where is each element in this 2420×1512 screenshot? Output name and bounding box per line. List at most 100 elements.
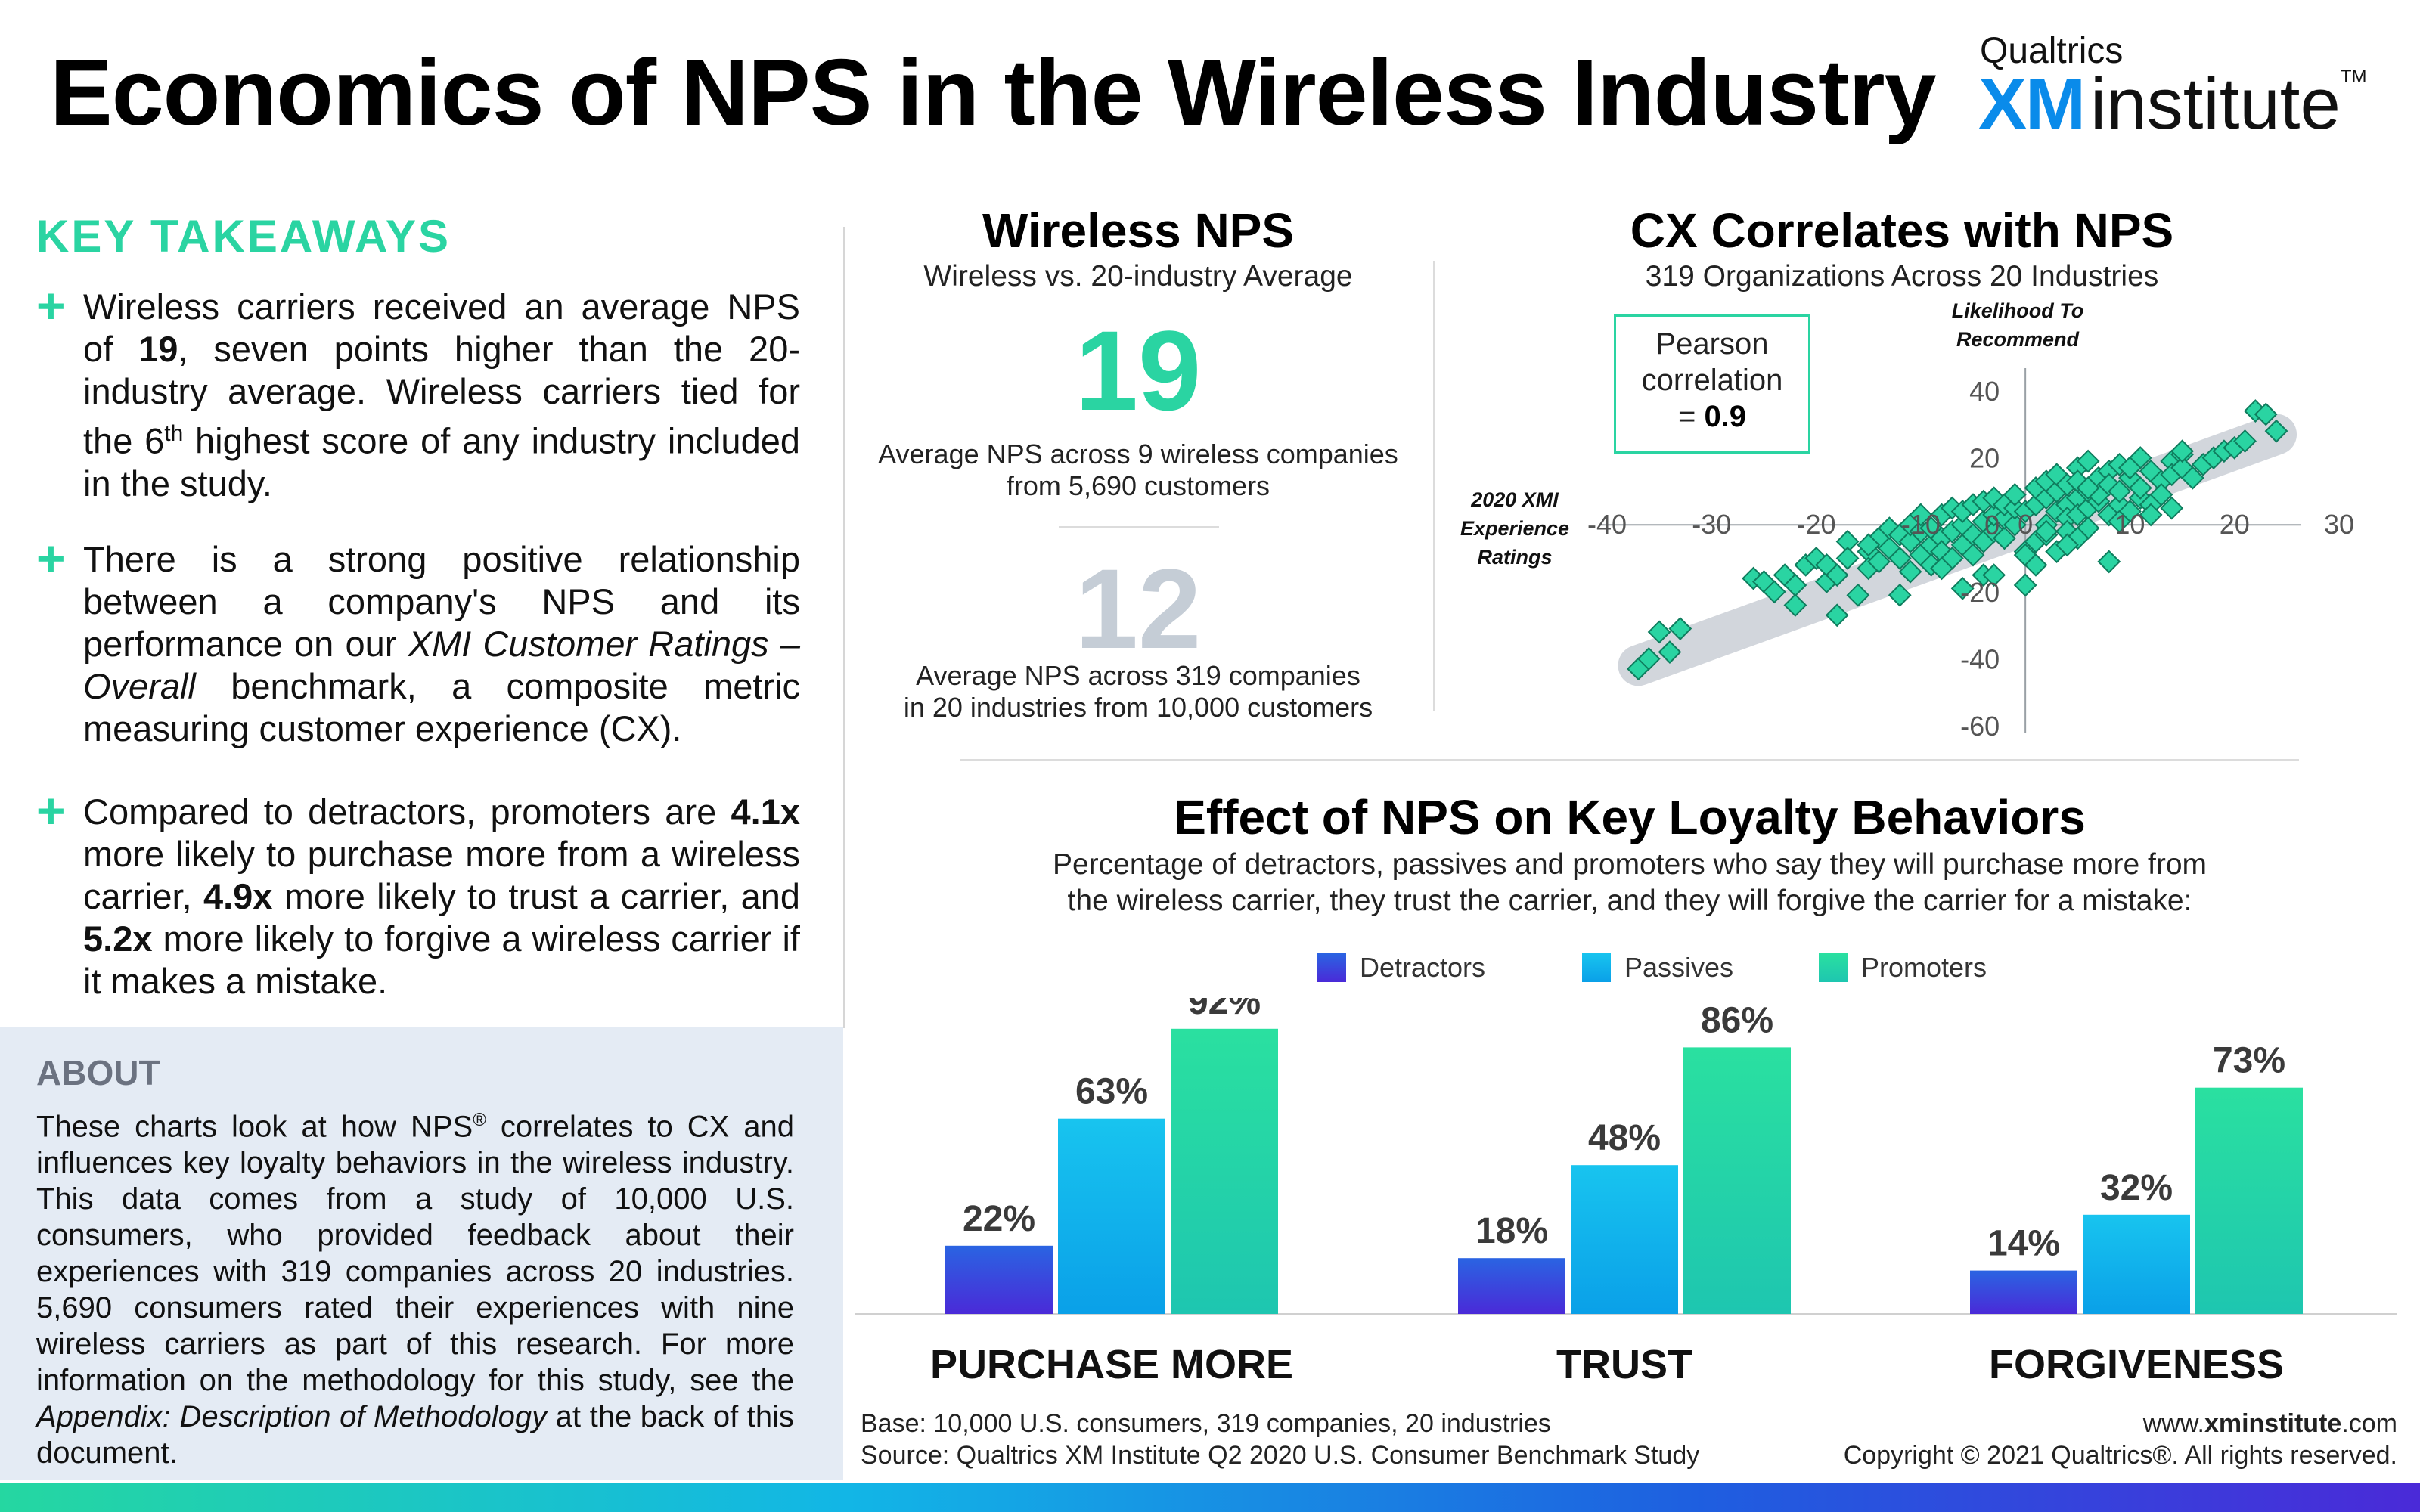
bar-detractors	[1458, 1258, 1565, 1314]
scatter-point	[1783, 593, 1807, 617]
scatter-point	[1888, 583, 1912, 607]
loyalty-bar-chart: 22% 63% 92% PURCHASE MORE 18% 48% 86% TRUST 14% 3…	[855, 998, 2397, 1387]
bar-promoters	[1683, 1047, 1791, 1314]
bar-value-label: 86%	[1701, 1000, 1773, 1040]
logo-xm-text: XM	[1978, 64, 2086, 144]
scatter-point	[1846, 583, 1870, 607]
takeaway-3-text: Compared to detractors, promoters are 4.…	[83, 792, 800, 1001]
divider-vertical-middle	[1433, 261, 1435, 711]
scatter-point	[2170, 439, 2194, 463]
bar-passives	[2083, 1214, 2190, 1314]
about-panel	[0, 1027, 843, 1480]
scatter-point	[1783, 573, 1807, 597]
footer-copyright: Copyright © 2021 Qualtrics®. All rights …	[1843, 1441, 2397, 1470]
x-tick-label: 30	[2324, 509, 2354, 540]
category-label: FORGIVENESS	[1989, 1342, 2284, 1387]
scatter-point	[1857, 533, 1881, 557]
scatter-point	[2128, 476, 2152, 500]
scatter-point	[1637, 646, 1661, 671]
scatter-point	[1950, 576, 1975, 600]
scatter-point	[2160, 496, 2184, 520]
x-tick-label: -40	[1587, 509, 1627, 540]
y-tick-label: -20	[1960, 577, 2000, 608]
x-tick-label: -20	[1797, 509, 1836, 540]
scatter-point	[2180, 466, 2204, 490]
takeaway-3: + Compared to detractors, promoters are …	[36, 782, 800, 1002]
footer-website[interactable]: www.xminstitute.com	[2142, 1409, 2397, 1438]
y-tick-label: 0	[1984, 510, 2000, 541]
y-axis-label: Recommend	[1956, 328, 2080, 351]
bar-passives	[1571, 1165, 1678, 1314]
footer-source: Source: Qualtrics XM Institute Q2 2020 U…	[861, 1441, 1700, 1470]
scatter-point	[1825, 563, 1849, 587]
loyalty-title: Effect of NPS on Key Loyalty Behaviors	[1174, 790, 2086, 844]
x-axis-label: Experience	[1460, 517, 1569, 540]
bar-value-label: 73%	[2213, 1041, 2285, 1081]
scatter-point	[2076, 476, 2100, 500]
scatter-point	[2108, 510, 2132, 534]
scatter-point	[1825, 603, 1849, 627]
y-tick-label: 20	[1969, 443, 2000, 474]
bar-value-label: 22%	[963, 1199, 1035, 1239]
scatter-point	[1835, 547, 1860, 570]
logo-tm-text: TM	[2340, 67, 2367, 87]
pearson-correlation-box: Pearson correlation = 0.9	[1614, 314, 1810, 454]
takeaway-2: + There is a strong positive relationshi…	[36, 530, 800, 750]
scatter-point	[2264, 419, 2288, 443]
divider-horizontal	[960, 759, 2299, 761]
y-tick-label: -60	[1960, 711, 2000, 742]
scatter-point	[2097, 472, 2121, 497]
y-axis-label: Likelihood To	[1952, 299, 2084, 322]
scatter-point	[1888, 547, 1912, 570]
wireless-nps-caption: Average NPS across 9 wireless companies f…	[878, 438, 1398, 501]
scatter-point	[2055, 533, 2079, 557]
bar-value-label: 14%	[1987, 1224, 2060, 1264]
plus-icon: +	[36, 782, 66, 838]
bar-promoters	[2195, 1087, 2303, 1314]
takeaway-1-text: Wireless carriers received an average NP…	[83, 287, 800, 503]
scatter-point	[1898, 559, 1922, 584]
xm-institute-logo: XMinstituteTM	[1978, 68, 2367, 141]
scatter-point	[1982, 563, 2006, 587]
scatter-point	[1647, 620, 1671, 644]
scatter-point	[2097, 550, 2121, 574]
scatter-point	[1668, 617, 1692, 640]
cx-scatter-chart: -40 -30 -20 -10 0 10 20 30 -60 -40 -20 0 20 40 2020 XM…	[1460, 299, 2354, 742]
x-axis-label: Ratings	[1477, 546, 1552, 569]
divider-vertical-left	[843, 227, 845, 1028]
category-label: TRUST	[1556, 1342, 1692, 1387]
about-heading: ABOUT	[36, 1053, 160, 1092]
scatter-point	[1930, 556, 1953, 581]
industry-nps-value: 12	[1075, 545, 1202, 672]
legend-item-detractors: Detractors	[1317, 951, 1485, 984]
loyalty-subtitle-line-2: the wireless carrier, they trust the car…	[1067, 885, 2192, 917]
scatter-point	[2149, 482, 2173, 507]
legend-swatch	[1819, 953, 1848, 982]
x-tick-label: 10	[2114, 509, 2145, 540]
loyalty-subtitle-line-1: Percentage of detractors, passives and p…	[1052, 848, 2207, 881]
legend-item-promoters: Promoters	[1819, 951, 1987, 984]
scatter-point	[2024, 553, 2048, 577]
logo-qualtrics-text: Qualtrics	[1980, 31, 2124, 71]
scatter-point	[1762, 580, 1786, 604]
takeaway-1: + Wireless carriers received an average …	[36, 277, 800, 505]
bar-detractors	[945, 1245, 1053, 1314]
scatter-point	[2254, 402, 2278, 426]
scatter-point	[2003, 482, 2027, 507]
industry-nps-caption: Average NPS across 319 companies in 20 in…	[903, 660, 1373, 723]
wireless-nps-value: 19	[1075, 307, 1202, 434]
x-tick-label: 0	[2018, 509, 2033, 540]
cx-subtitle: 319 Organizations Across 20 Industries	[1645, 260, 2159, 293]
scatter-point	[2233, 429, 2257, 453]
scatter-point	[2076, 449, 2100, 473]
bar-detractors	[1970, 1270, 2077, 1314]
legend-swatch	[1582, 953, 1611, 982]
scatter-point	[2003, 513, 2027, 537]
bar-value-label: 48%	[1588, 1118, 1661, 1158]
x-tick-label: 20	[2220, 509, 2250, 540]
bar-value-label: 63%	[1075, 1072, 1148, 1112]
y-tick-label: 40	[1969, 376, 2000, 407]
divider-small	[1059, 526, 1219, 528]
logo-institute-text: institute	[2090, 64, 2341, 144]
scatter-point	[2108, 479, 2132, 503]
